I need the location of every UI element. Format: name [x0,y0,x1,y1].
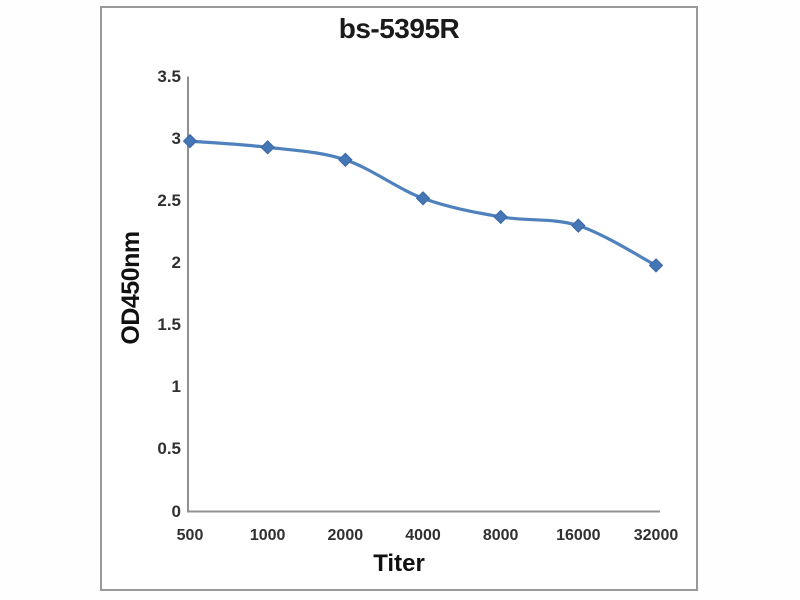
axis-line [187,76,660,513]
y-tick-label: 2 [171,252,181,272]
x-tick-label: 1000 [249,527,286,544]
data-point-marker [571,218,586,233]
data-point-marker [648,258,664,273]
data-point-marker [182,133,198,149]
y-tick-label: 0 [171,501,181,521]
y-tick-label: 2.5 [157,190,181,210]
data-point-marker [415,191,431,206]
x-tick-label: 8000 [482,527,519,544]
x-tick-label: 16000 [556,527,601,544]
chart-frame [100,6,698,591]
x-tick-label: 500 [176,527,204,544]
y-tick-label: 3 [171,128,181,148]
x-axis-title: Titer [373,550,425,577]
y-tick-label: 0.5 [157,439,181,459]
chart-title: bs-5395R [338,13,460,44]
data-point-marker [338,152,353,167]
x-tick-label: 4000 [405,527,441,544]
y-tick-label: 1 [171,377,181,397]
data-point-marker [260,140,275,155]
x-tick-label: 2000 [327,527,364,544]
x-tick-label: 32000 [633,527,679,544]
y-tick-label: 3.5 [157,66,181,86]
data-point-marker [493,209,508,225]
y-tick-label: 1.5 [157,315,181,335]
